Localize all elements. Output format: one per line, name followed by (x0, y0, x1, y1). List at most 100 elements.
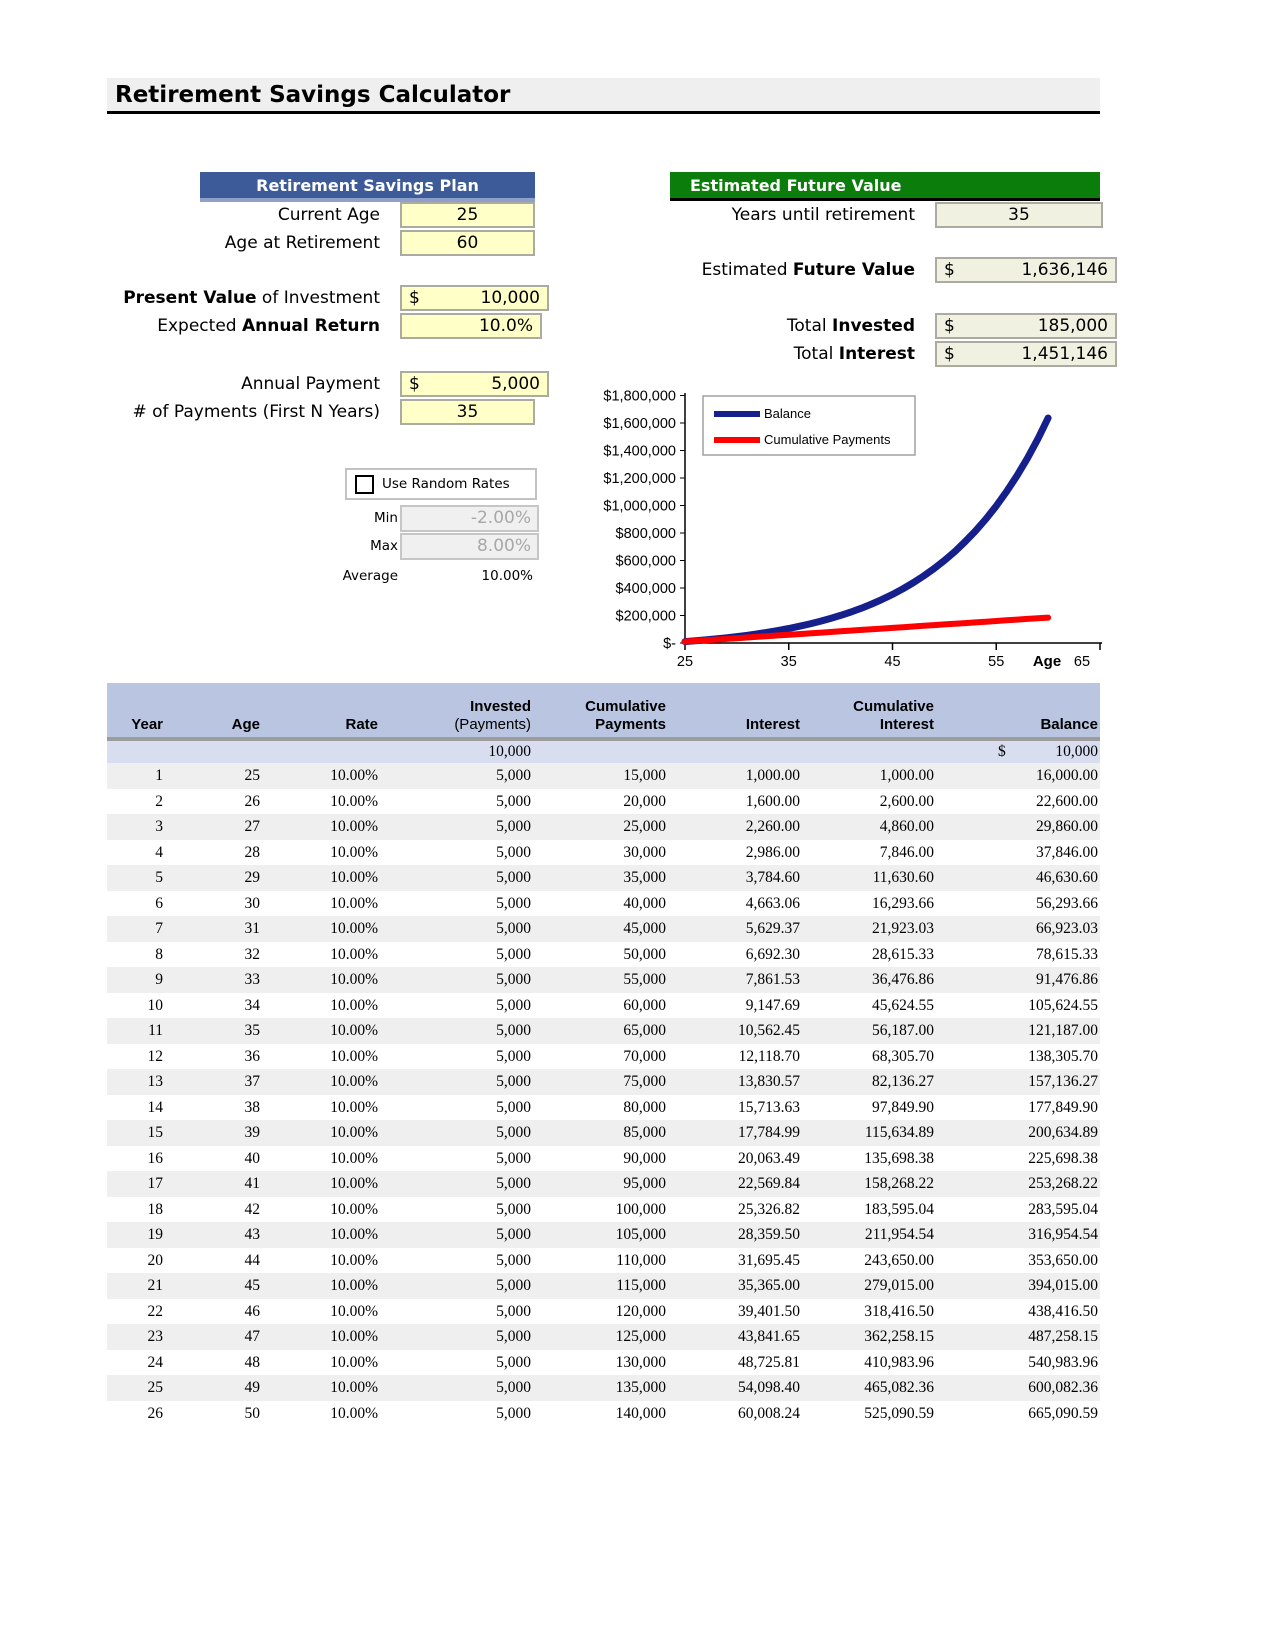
table-cell: 5,000 (496, 971, 531, 988)
table-cell: 16,000.00 (1036, 767, 1098, 784)
table-cell: 70,000 (623, 1047, 666, 1065)
table-cell: 45,000 (623, 920, 666, 937)
dollar-sign: $ (944, 260, 955, 280)
table-header-row: Year Age Rate Invested (Payments) Cumulative P… (107, 683, 1100, 741)
age-at-retirement-input[interactable]: 60 (400, 230, 535, 256)
table-row: 17 41 10.00% 5,000 95,000 22,569.84 158,268.22… (107, 1171, 1100, 1197)
table-cell: 5,000 (496, 1175, 531, 1192)
table-cell: 20,000 (623, 792, 666, 810)
table-cell: 20,063.49 (738, 1149, 800, 1167)
table-cell: 1,000.00 (879, 767, 934, 784)
table-cell: 4 (155, 843, 163, 861)
table-cell: 135,698.38 (864, 1149, 934, 1167)
table-cell: 21,923.03 (872, 920, 934, 937)
table-cell: 138,305.70 (1028, 1047, 1098, 1065)
table-row: 13 37 10.00% 5,000 75,000 13,830.57 82,136.27 1… (107, 1069, 1100, 1095)
use-random-rates-checkbox[interactable] (355, 474, 374, 494)
table-cell: 10.00% (330, 971, 378, 988)
table-cell: 35,365.00 (738, 1277, 800, 1294)
table-cell: 21 (147, 1277, 164, 1294)
table-column-header: Interest (745, 716, 800, 733)
svg-text:$600,000: $600,000 (616, 554, 676, 570)
table-cell: 16 (147, 1149, 164, 1167)
dollar-sign: $ (944, 316, 955, 336)
dollar-sign: $ (944, 344, 955, 364)
current-age-input[interactable]: 25 (400, 202, 535, 228)
table-cell: 22 (147, 1302, 164, 1320)
table-cell: 5,000 (496, 1251, 531, 1269)
table-cell: 253,268.22 (1028, 1175, 1098, 1192)
table-cell: 26 (244, 792, 261, 810)
table-column-header: Year (131, 716, 163, 733)
min-rate-input[interactable]: -2.00% (400, 505, 539, 532)
svg-text:$400,000: $400,000 (616, 581, 676, 597)
table-cell: 8 (155, 945, 163, 963)
total-invested-box: $185,000 (935, 313, 1117, 339)
table-cell: 43 (244, 1226, 261, 1243)
dollar-sign: $ (409, 288, 420, 308)
table-cell: 11 (148, 1022, 163, 1039)
table-cell: 5,000 (496, 920, 531, 937)
table-row: 15 39 10.00% 5,000 85,000 17,784.99 115,634.89… (107, 1120, 1100, 1146)
table-cell: 316,954.54 (1028, 1226, 1098, 1243)
table-cell: 25,326.82 (738, 1200, 800, 1218)
table-cell: 23 (147, 1328, 164, 1345)
legend-payments-label: Cumulative Payments (764, 432, 891, 447)
table-cell: 10.00% (330, 1022, 378, 1039)
table-cell: 31 (244, 920, 261, 937)
table-cell: 50,000 (623, 945, 666, 963)
table-cell: 105,000 (615, 1226, 666, 1243)
table-cell: 279,015.00 (864, 1277, 934, 1294)
table-cell: 283,595.04 (1028, 1200, 1098, 1218)
table-cell: 2 (155, 792, 163, 810)
table-cell: 91,476.86 (1036, 971, 1098, 988)
table-column-header: Cumulative Payments (585, 698, 666, 733)
table-cell: 12 (147, 1047, 164, 1065)
table-cell: 5,000 (496, 1379, 531, 1396)
table-cell: 318,416.50 (864, 1302, 934, 1320)
table-cell: 10.00% (330, 843, 378, 861)
svg-text:$1,800,000: $1,800,000 (603, 389, 676, 405)
table-row: 3 27 10.00% 5,000 25,000 2,260.00 4,860.00 29,8… (107, 814, 1100, 840)
table-cell: 110,000 (616, 1251, 666, 1269)
table-cell: 10.00% (330, 1328, 378, 1345)
table-cell: 28 (244, 843, 261, 861)
table-cell: 22,569.84 (738, 1175, 800, 1192)
years-until-retirement-label: Years until retirement (731, 205, 915, 225)
table-cell: 40,000 (623, 894, 666, 912)
table-row: 22 46 10.00% 5,000 120,000 39,401.50 318,416.5… (107, 1298, 1100, 1324)
max-rate-input[interactable]: 8.00% (400, 533, 539, 560)
table-cell: 15 (147, 1124, 164, 1141)
table-cell: 125,000 (615, 1328, 666, 1345)
table-cell: 5,000 (496, 1073, 531, 1090)
table-cell: 45 (244, 1277, 261, 1294)
num-payments-input[interactable]: 35 (400, 399, 535, 425)
table-cell: 120,000 (615, 1302, 666, 1320)
table-cell: 9,147.69 (745, 996, 800, 1014)
table-row: 23 47 10.00% 5,000 125,000 43,841.65 362,258.1… (107, 1324, 1100, 1350)
table-cell: 16,293.66 (872, 894, 934, 912)
table-cell: 121,187.00 (1028, 1022, 1098, 1039)
annual-payment-input[interactable]: $5,000 (400, 371, 549, 397)
table-cell: 465,082.36 (864, 1379, 934, 1396)
table-cell: 12,118.70 (738, 1047, 800, 1065)
initial-balance: $ 10,000 (936, 741, 1100, 763)
table-cell: 47 (244, 1328, 261, 1345)
table-cell: 5,000 (496, 1277, 531, 1294)
table-cell: 10.00% (330, 920, 378, 937)
table-cell: 10.00% (330, 1302, 378, 1320)
table-cell: 39,401.50 (738, 1302, 800, 1320)
table-cell: 42 (244, 1200, 261, 1218)
present-value-input[interactable]: $10,000 (400, 285, 549, 311)
annual-return-input[interactable]: 10.0% (400, 313, 542, 339)
table-cell: 43,841.65 (738, 1328, 800, 1345)
table-cell: 10.00% (330, 1047, 378, 1065)
table-cell: 158,268.22 (864, 1175, 934, 1192)
table-cell: 34 (244, 996, 261, 1014)
table-cell: 5,000 (496, 945, 531, 963)
table-cell: 39 (244, 1124, 261, 1141)
svg-text:45: 45 (884, 654, 900, 670)
age-at-retirement-label: Age at Retirement (224, 233, 380, 253)
table-cell: 5,000 (496, 1098, 531, 1116)
